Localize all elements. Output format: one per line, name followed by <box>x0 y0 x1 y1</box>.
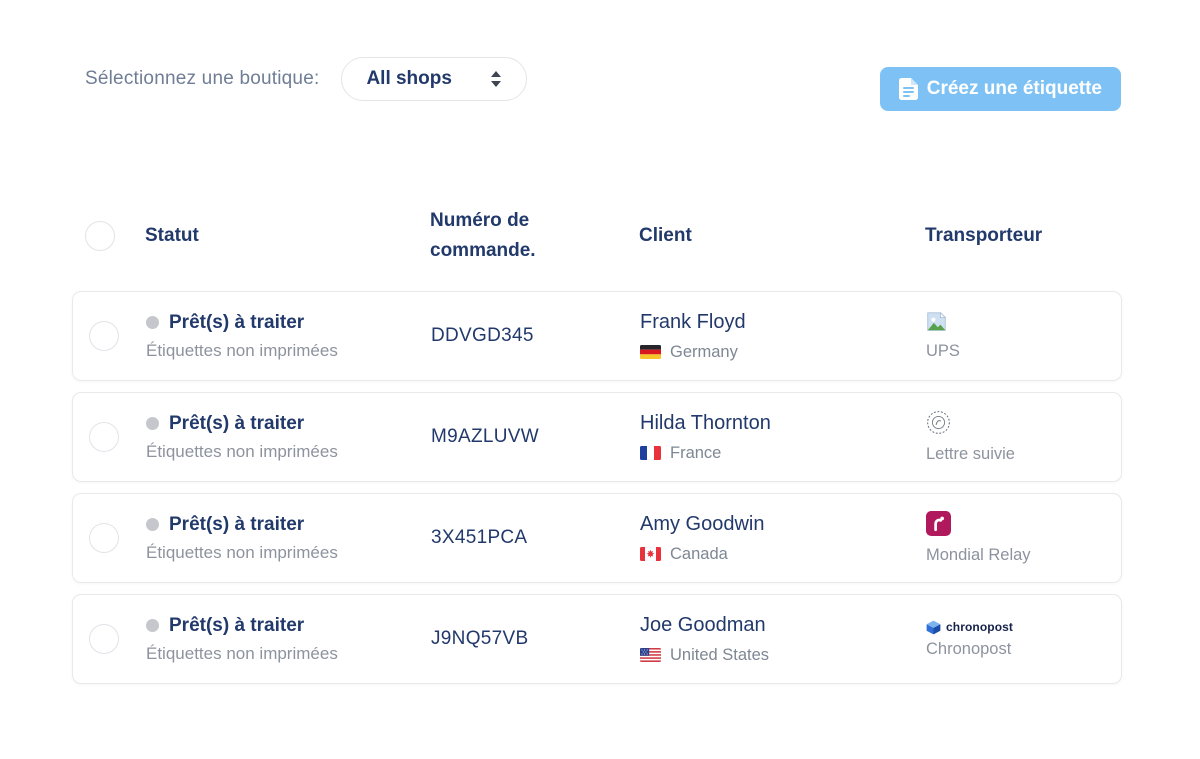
france-flag-icon <box>640 446 661 460</box>
shop-select-value: All shops <box>366 68 452 89</box>
carrier-name: UPS <box>926 342 960 360</box>
status-text: Prêt(s) à traiter <box>169 311 305 333</box>
table-row[interactable]: Prêt(s) à traiter Étiquettes non imprimé… <box>72 493 1122 583</box>
status-cell: Prêt(s) à traiter Étiquettes non imprimé… <box>146 615 431 664</box>
client-country-label: Germany <box>670 342 738 361</box>
client-country-label: France <box>670 443 722 462</box>
status-cell: Prêt(s) à traiter Étiquettes non imprimé… <box>146 312 431 361</box>
create-label-button[interactable]: Créez une étiquette <box>879 67 1121 111</box>
client-cell: Hilda Thornton France <box>640 412 926 463</box>
order-number: J9NQ57VB <box>431 628 529 649</box>
client-name: Frank Floyd <box>640 310 746 333</box>
column-header-order-number: Numéro de commande. <box>430 210 536 261</box>
status-subtext: Étiquettes non imprimées <box>146 340 338 360</box>
status-subtext: Étiquettes non imprimées <box>146 441 338 461</box>
order-number: M9AZLUVW <box>431 426 539 447</box>
status-subtext: Étiquettes non imprimées <box>146 542 338 562</box>
client-country-label: Canada <box>670 544 728 563</box>
carrier-name: Lettre suivie <box>926 445 1015 463</box>
client-cell: Joe Goodman <box>640 614 926 665</box>
order-number: 3X451PCA <box>431 527 528 548</box>
status-subtext: Étiquettes non imprimées <box>146 643 338 663</box>
sort-caret-icon <box>490 71 502 87</box>
client-cell: Amy Goodwin Canada <box>640 513 926 564</box>
client-country-label: United States <box>670 645 770 664</box>
chronopost-wordmark: chronopost <box>946 620 1013 634</box>
status-dot-icon <box>146 619 159 632</box>
client-cell: Frank Floyd Germany <box>640 311 926 362</box>
orders-page: Sélectionnez une boutique: All shops Cré… <box>0 57 1200 759</box>
create-label-button-text: Créez une étiquette <box>926 78 1102 99</box>
column-header-client: Client <box>639 225 692 246</box>
shop-select-dropdown[interactable]: All shops <box>341 57 528 101</box>
client-name: Hilda Thornton <box>640 411 771 434</box>
orders-table: Statut Numéro de commande. Client Transp… <box>72 181 1122 684</box>
order-number: DDVGD345 <box>431 325 534 346</box>
mondial-relay-logo-icon <box>926 511 1121 541</box>
column-header-status: Statut <box>145 225 199 246</box>
table-header: Statut Numéro de commande. Client Transp… <box>72 181 1122 291</box>
table-row[interactable]: Prêt(s) à traiter Étiquettes non imprimé… <box>72 392 1122 482</box>
status-text: Prêt(s) à traiter <box>169 614 305 636</box>
shop-select-label: Sélectionnez une boutique: <box>85 68 320 89</box>
select-all-radio[interactable] <box>85 221 115 251</box>
carrier-cell: UPS <box>926 311 1121 361</box>
row-select-radio[interactable] <box>89 321 119 351</box>
canada-flag-icon <box>640 547 661 561</box>
carrier-cell: Lettre suivie <box>926 410 1121 464</box>
carrier-cell: chronopost Chronopost <box>926 620 1121 659</box>
status-dot-icon <box>146 316 159 329</box>
table-row[interactable]: Prêt(s) à traiter Étiquettes non imprimé… <box>72 594 1122 684</box>
client-name: Joe Goodman <box>640 613 766 636</box>
carrier-name: Chronopost <box>926 639 1012 658</box>
status-text: Prêt(s) à traiter <box>169 412 305 434</box>
us-flag-icon <box>640 648 661 662</box>
column-header-carrier: Transporteur <box>925 225 1043 246</box>
client-name: Amy Goodwin <box>640 512 765 535</box>
chronopost-logo-icon: chronopost <box>926 620 1121 635</box>
table-row[interactable]: Prêt(s) à traiter Étiquettes non imprimé… <box>72 291 1122 381</box>
status-dot-icon <box>146 518 159 531</box>
germany-flag-icon <box>640 345 661 359</box>
status-cell: Prêt(s) à traiter Étiquettes non imprimé… <box>146 514 431 563</box>
lettre-suivie-stamp-icon <box>926 410 1121 440</box>
status-cell: Prêt(s) à traiter Étiquettes non imprimé… <box>146 413 431 462</box>
ups-logo-broken-image-icon <box>926 311 1121 337</box>
row-select-radio[interactable] <box>89 523 119 553</box>
carrier-name: Mondial Relay <box>926 546 1031 564</box>
row-select-radio[interactable] <box>89 624 119 654</box>
status-dot-icon <box>146 417 159 430</box>
document-icon <box>898 78 918 100</box>
top-controls-bar: Sélectionnez une boutique: All shops Cré… <box>85 57 1121 111</box>
carrier-cell: Mondial Relay <box>926 511 1121 565</box>
status-text: Prêt(s) à traiter <box>169 513 305 535</box>
row-select-radio[interactable] <box>89 422 119 452</box>
